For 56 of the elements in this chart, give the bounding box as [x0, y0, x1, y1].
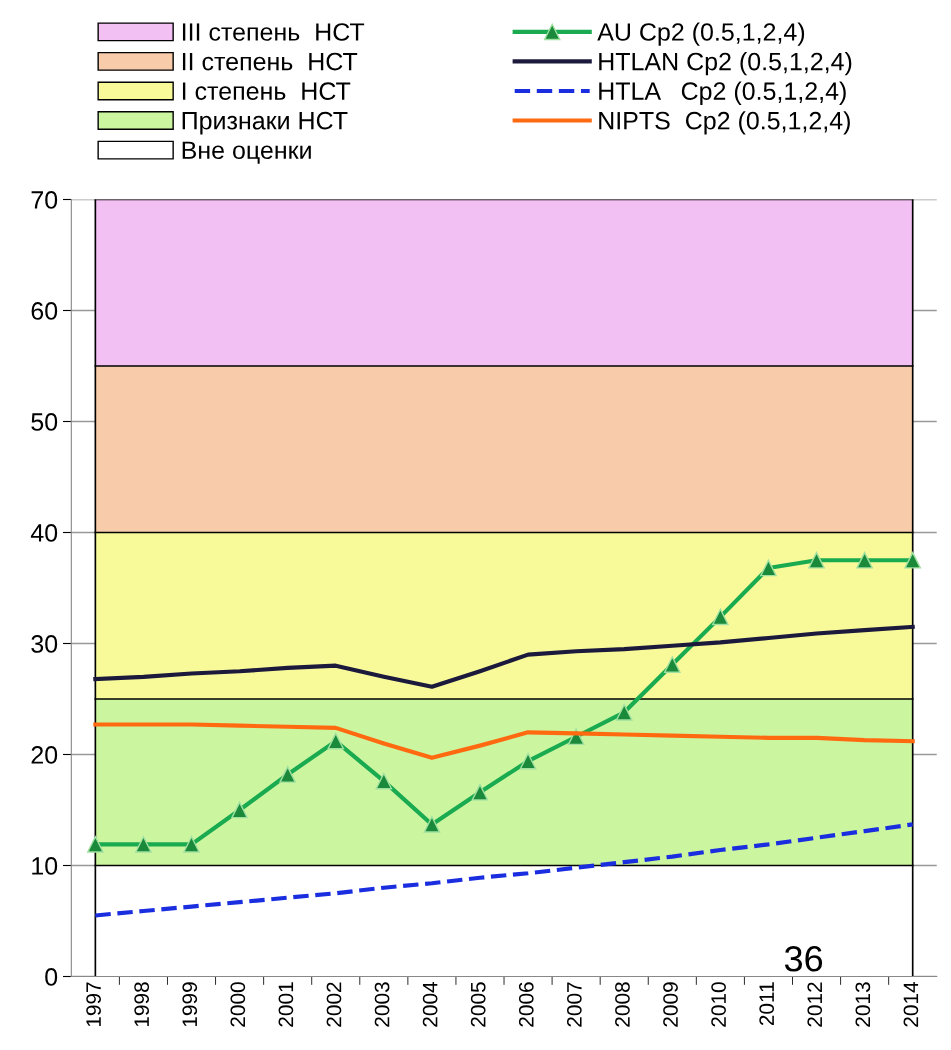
annotation: 36 — [784, 946, 823, 972]
legend-label: Вне оценки — [182, 141, 311, 164]
legend-label: I степень НСТ — [182, 82, 351, 100]
y-tick-label: 60 — [31, 302, 58, 320]
point — [856, 551, 873, 569]
x-tick-label: 2004 — [422, 981, 438, 1027]
legend-label: NIPTS Cp2 (0.5,1,2,4) — [599, 111, 850, 135]
point — [423, 816, 441, 833]
x-tick-label: 1999 — [182, 982, 198, 1027]
point — [279, 766, 297, 783]
x-tick-label: 2001 — [278, 982, 294, 1027]
y-tick-label: 0 — [45, 968, 58, 986]
point — [183, 836, 200, 853]
x-tick-label: 2012 — [807, 982, 823, 1027]
y-tick-label: 70 — [31, 191, 58, 209]
point — [808, 551, 825, 569]
line-series — [93, 624, 915, 689]
line-series — [93, 722, 915, 760]
legend-label: II степень НСТ — [182, 52, 358, 71]
x-tick-label: 2005 — [470, 982, 486, 1027]
legend-label: Признаки НСТ — [182, 111, 348, 135]
y-tick-label: 50 — [31, 413, 58, 431]
point — [327, 732, 345, 750]
legend-label: HTLAN Cp2 (0.5,1,2,4) — [599, 52, 852, 76]
x-tick-label: 2002 — [326, 982, 342, 1027]
x-tick-label: 2009 — [663, 982, 678, 1027]
point — [87, 836, 104, 853]
point — [375, 772, 393, 790]
point — [904, 551, 922, 569]
x-tick-label: 2013 — [855, 982, 871, 1027]
legend-label: III степень НСТ — [182, 23, 365, 41]
point — [231, 801, 248, 819]
x-tick-label: 1997 — [86, 982, 101, 1027]
y-tick-label: 30 — [31, 635, 58, 653]
point — [663, 656, 681, 673]
point — [615, 703, 633, 721]
x-tick-label: 1998 — [134, 982, 150, 1027]
x-tick-label: 2006 — [518, 982, 534, 1027]
y-tick-label: 20 — [31, 746, 58, 764]
x-tick-label: 2010 — [711, 982, 726, 1027]
legend-label: HTLA Cp2 (0.5,1,2,4) — [599, 81, 846, 105]
x-tick-label: 2007 — [566, 982, 582, 1027]
x-tick-label: 2000 — [230, 982, 246, 1027]
point — [471, 783, 489, 801]
line-series — [93, 822, 915, 918]
x-tick-label: 2008 — [615, 982, 630, 1027]
point — [760, 559, 777, 577]
x-tick-label: 2011 — [759, 982, 775, 1026]
point — [135, 836, 152, 853]
y-tick-label: 40 — [30, 524, 58, 542]
point — [519, 752, 537, 770]
x-tick-label: 2014 — [903, 981, 919, 1027]
y-tick-label: 10 — [32, 857, 58, 875]
legend-label: AU Cp2 (0.5,1,2,4) — [597, 22, 805, 46]
x-tick-label: 2003 — [374, 982, 390, 1027]
point — [712, 608, 729, 626]
